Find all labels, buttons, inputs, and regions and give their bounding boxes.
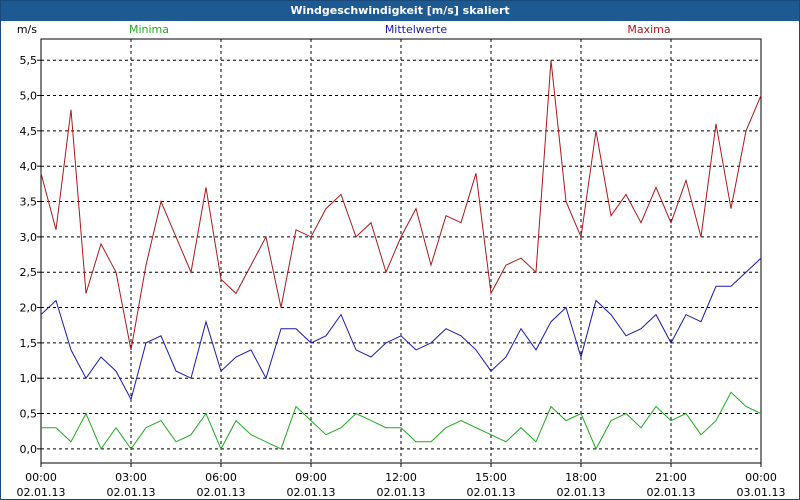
x-tick-label-time: 15:00	[475, 471, 507, 484]
x-tick-label-time: 12:00	[385, 471, 417, 484]
legend-entry-maxima: Maxima	[627, 23, 670, 36]
x-tick-label-date: 02.01.13	[287, 486, 336, 499]
x-tick-label-time: 00:00	[745, 471, 777, 484]
x-tick-label-time: 21:00	[655, 471, 687, 484]
x-tick-label-date: 02.01.13	[557, 486, 606, 499]
y-tick-label: 4,0	[20, 160, 38, 173]
x-tick-label-date: 02.01.13	[17, 486, 66, 499]
x-tick-label-date: 03.01.13	[737, 486, 786, 499]
y-tick-label: 2,5	[20, 266, 38, 279]
x-tick-label-time: 00:00	[25, 471, 57, 484]
y-tick-label: 1,0	[20, 372, 38, 385]
y-axis-label: m/s	[17, 23, 37, 36]
x-tick-label-date: 02.01.13	[377, 486, 426, 499]
x-tick-label-time: 06:00	[205, 471, 237, 484]
x-tick-label-time: 09:00	[295, 471, 327, 484]
chart-title: Windgeschwindigkeit [m/s] skaliert	[290, 4, 510, 17]
title-bar: Windgeschwindigkeit [m/s] skaliert	[1, 1, 799, 21]
x-tick-label-date: 02.01.13	[647, 486, 696, 499]
x-tick-label-date: 02.01.13	[107, 486, 156, 499]
x-tick-label-date: 02.01.13	[197, 486, 246, 499]
legend-entry-minima: Minima	[129, 23, 169, 36]
y-tick-label: 4,5	[20, 125, 38, 138]
series-line-mittelwerte	[40, 257, 762, 401]
x-tick-label-time: 18:00	[565, 471, 597, 484]
x-tick-label-time: 03:00	[115, 471, 147, 484]
x-tick-label-date: 02.01.13	[467, 486, 516, 499]
y-tick-label: 1,5	[20, 337, 38, 350]
series-line-minima	[41, 391, 762, 451]
y-tick-label: 5,0	[20, 90, 38, 103]
y-tick-label: 5,5	[20, 54, 38, 67]
y-tick-label: 0,5	[20, 408, 38, 421]
y-tick-label: 2,0	[20, 302, 38, 315]
y-tick-label: 3,0	[20, 231, 38, 244]
line-chart: 0,0 0,5 1,0 1,5 2,0 2,5 3,0 3,5 4,0 4,5 5,0 5,5 00:0…	[17, 23, 786, 499]
y-tick-label: 3,5	[20, 196, 38, 209]
y-tick-label: 0,0	[20, 443, 38, 456]
series-line-maxima	[40, 60, 762, 350]
legend-entry-mittelwerte: Mittelwerte	[385, 23, 448, 36]
